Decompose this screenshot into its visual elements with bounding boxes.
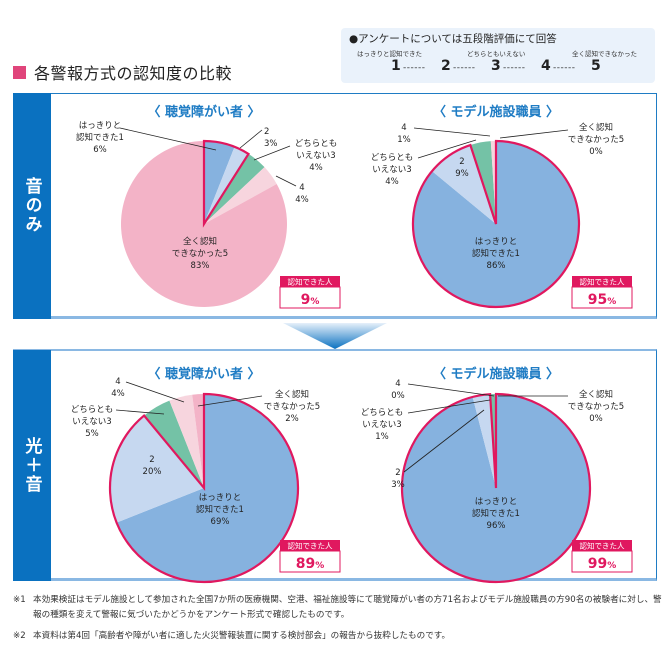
scale-dash: ------: [453, 63, 476, 73]
down-arrow-icon: [283, 323, 387, 349]
footnote-text: 本資料は第4回「高齢者や障がい者に適した火災警報装置に関する検討部会」の報告から…: [33, 631, 451, 641]
scale-4: 4: [541, 58, 551, 74]
scale-1: 1: [391, 58, 401, 74]
footnote-2: ※2 本資料は第4回「高齢者や障がい者に適した火災警報装置に関する検討部会」の報…: [13, 629, 663, 644]
section-label: 音のみ: [21, 177, 42, 235]
scale-dash: ------: [553, 63, 576, 73]
scale-5: 5: [591, 58, 601, 74]
section-light-and-sound: 光＋音: [13, 349, 657, 581]
scale-3: 3: [491, 58, 501, 74]
section-side-label: 光＋音: [13, 349, 51, 581]
legend-label-3: どちらともいえない: [467, 50, 526, 58]
footnote-mark: ※1: [13, 595, 26, 605]
page-title-text: 各警報方式の認知度の比較: [34, 64, 233, 83]
title-square-icon: [13, 65, 26, 79]
page-title: 各警報方式の認知度の比較: [13, 60, 232, 84]
survey-legend: ●アンケートについては五段階評価にて回答 はっきりと認知できた どちらともいえな…: [341, 28, 655, 83]
legend-label-5: 全く認知できなかった: [572, 50, 637, 58]
legend-label-1: はっきりと認知できた: [357, 50, 422, 58]
scale-dash: ------: [503, 63, 526, 73]
section-label: 光＋音: [21, 436, 42, 494]
footnote-text: 本効果検証はモデル施設として参加された全国7か所の医療機関、空港、福祉施設等にて…: [33, 595, 662, 620]
legend-scale: 1 ------ 2 ------ 3 ------ 4 ------ 5: [349, 58, 647, 78]
section-sound-only: 音のみ: [13, 92, 657, 319]
scale-dash: ------: [403, 63, 426, 73]
scale-2: 2: [441, 58, 451, 74]
legend-heading: ●アンケートについては五段階評価にて回答: [349, 33, 557, 45]
footnotes: ※1 本効果検証はモデル施設として参加された全国7か所の医療機関、空港、福祉施設…: [13, 593, 663, 650]
section-side-label: 音のみ: [13, 92, 51, 319]
footnote-mark: ※2: [13, 631, 26, 641]
footnote-1: ※1 本効果検証はモデル施設として参加された全国7か所の医療機関、空港、福祉施設…: [13, 593, 663, 623]
